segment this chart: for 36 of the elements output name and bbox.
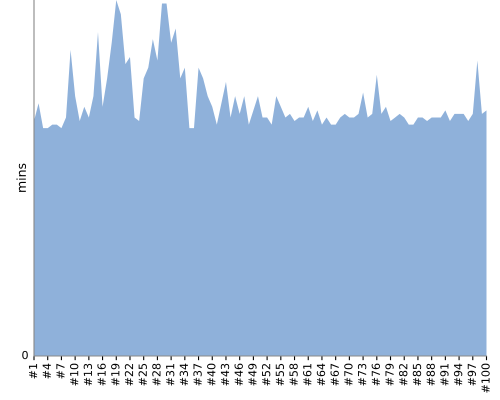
x-tick-label: #79 xyxy=(385,364,394,386)
x-tick-label: #49 xyxy=(248,364,257,386)
x-tick-label: #10 xyxy=(70,364,78,386)
x-tick-label: #67 xyxy=(330,364,339,386)
x-tick-label: #97 xyxy=(468,364,476,386)
x-tick-label: #28 xyxy=(152,364,161,386)
x-tick-label: #61 xyxy=(303,364,312,386)
x-tick-label: #25 xyxy=(138,364,147,386)
x-tick-label: #52 xyxy=(262,364,270,386)
y-axis-title: mins xyxy=(16,164,26,192)
x-tick-label: #4 xyxy=(42,364,51,378)
x-tick-label: #85 xyxy=(412,364,422,386)
x-tick-label: #1 xyxy=(28,364,38,378)
x-tick-label: #58 xyxy=(289,364,298,386)
x-tick-label: #55 xyxy=(276,364,284,386)
x-tick-label: #22 xyxy=(124,364,134,386)
x-tick-label: #100 xyxy=(481,364,490,393)
x-tick-label: #13 xyxy=(84,364,92,386)
x-tick-label: #91 xyxy=(440,364,449,386)
x-tick-label: #70 xyxy=(344,364,353,386)
x-tick-label: #37 xyxy=(193,364,202,386)
x-tick-label: #40 xyxy=(207,364,216,386)
x-tick-label: #19 xyxy=(111,364,120,386)
x-tick-label: #94 xyxy=(454,364,462,386)
x-tick-label: #76 xyxy=(372,364,380,386)
x-tick-label: #88 xyxy=(426,364,435,386)
x-tick-label: #46 xyxy=(234,364,243,386)
x-tick-label: #34 xyxy=(180,364,188,386)
x-tick-label: #73 xyxy=(358,364,366,386)
x-tick-label: #31 xyxy=(166,364,174,386)
x-tick-label: #16 xyxy=(97,364,106,386)
x-tick-label: #64 xyxy=(316,364,326,386)
x-tick-label: #43 xyxy=(220,364,230,386)
x-tick-label: #7 xyxy=(56,364,64,378)
x-tick-label: #82 xyxy=(399,364,408,386)
text: 0 xyxy=(22,350,28,360)
